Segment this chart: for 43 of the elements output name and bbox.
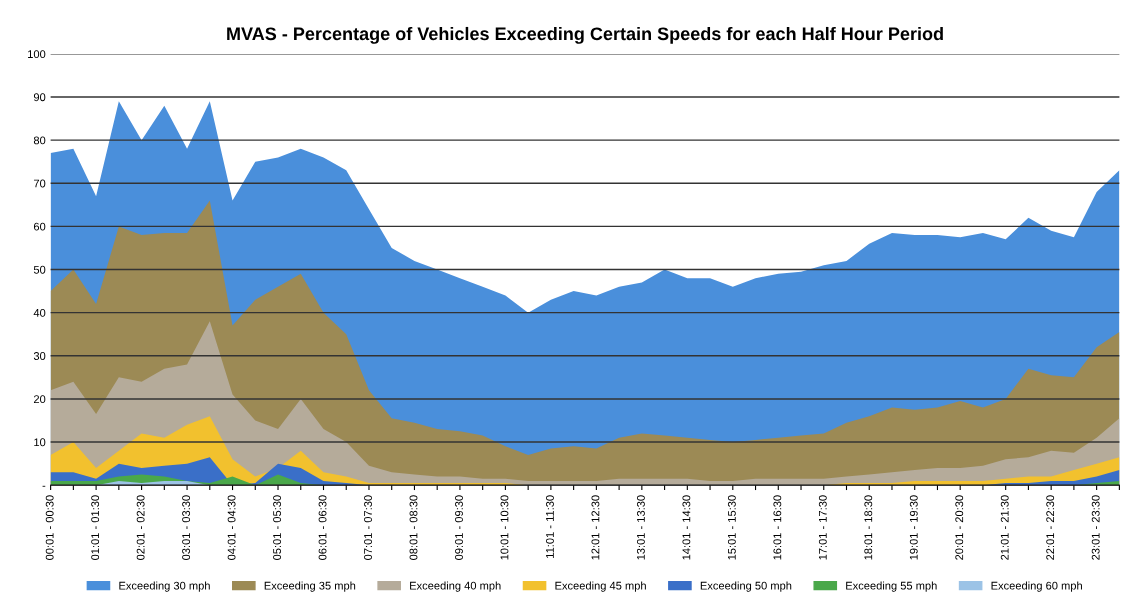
y-tick-label: 60 [33, 222, 46, 231]
legend-label: Exceeding 35 mph [264, 581, 356, 592]
y-tick-label: 30 [33, 352, 46, 360]
chart-title: MVAS - Percentage of Vehicles Exceeding Certain Speeds for each Half Hour Period [227, 26, 943, 44]
x-tick-label: 05:01 - 05:30 [273, 495, 281, 560]
x-tick-label: 15:01 - 15:30 [727, 495, 736, 560]
x-tick-label: 08:01 - 08:30 [409, 495, 418, 560]
x-tick-label: 07:01 - 07:30 [364, 495, 372, 560]
x-tick-label: 06:01 - 06:30 [318, 495, 327, 560]
x-tick-label: 11:01 - 11:30 [546, 495, 554, 558]
x-tick-label: 14:01 - 14:30 [682, 495, 691, 560]
y-tick-label: 70 [33, 179, 46, 188]
x-tick-label: 00:01 - 00:30 [45, 495, 54, 560]
x-tick-label: 02:01 - 02:30 [136, 495, 145, 560]
y-tick-label: 90 [33, 93, 46, 102]
x-tick-label: 09:01 - 09:30 [455, 495, 463, 560]
x-tick-label: 19:01 - 19:30 [909, 495, 918, 560]
legend-label: Exceeding 45 mph [555, 581, 646, 592]
x-tick-label: 04:01 - 04:30 [227, 495, 236, 560]
x-tick-label: 20:01 - 20:30 [955, 495, 964, 560]
x-tick-label: 01:01 - 01:30 [91, 495, 100, 560]
legend-label: Exceeding 55 mph [846, 581, 937, 592]
y-tick-label: 50 [33, 265, 46, 274]
y-tick-label: - [42, 485, 46, 487]
y-tick-label: 10 [34, 438, 46, 447]
x-tick-label: 13:01 - 13:30 [636, 495, 645, 560]
x-tick-label: 18:01 - 18:30 [864, 495, 873, 560]
x-tick-label: 10:01 - 10:30 [500, 495, 509, 560]
legend-label: Exceeding 60 mph [991, 581, 1082, 592]
x-tick-label: 03:01 - 03:30 [182, 495, 191, 560]
x-tick-label: 23:01 - 23:30 [1091, 495, 1100, 560]
legend-label: Exceeding 50 mph [700, 581, 792, 592]
x-tick-label: 17:01 - 17:30 [818, 495, 827, 560]
y-tick-label: 100 [28, 50, 46, 59]
x-tick-label: 12:01 - 12:30 [591, 495, 600, 560]
x-tick-label: 21:01 - 21:30 [1000, 495, 1009, 560]
x-tick-label: 22:01 - 22:30 [1046, 495, 1055, 560]
legend-label: Exceeding 30 mph [119, 581, 210, 592]
legend-label: Exceeding 40 mph [410, 581, 501, 592]
y-tick-label: 20 [33, 395, 46, 404]
x-tick-label: 16:01 - 16:30 [773, 495, 782, 560]
y-tick-label: 80 [33, 136, 46, 145]
y-tick-label: 40 [33, 308, 46, 317]
